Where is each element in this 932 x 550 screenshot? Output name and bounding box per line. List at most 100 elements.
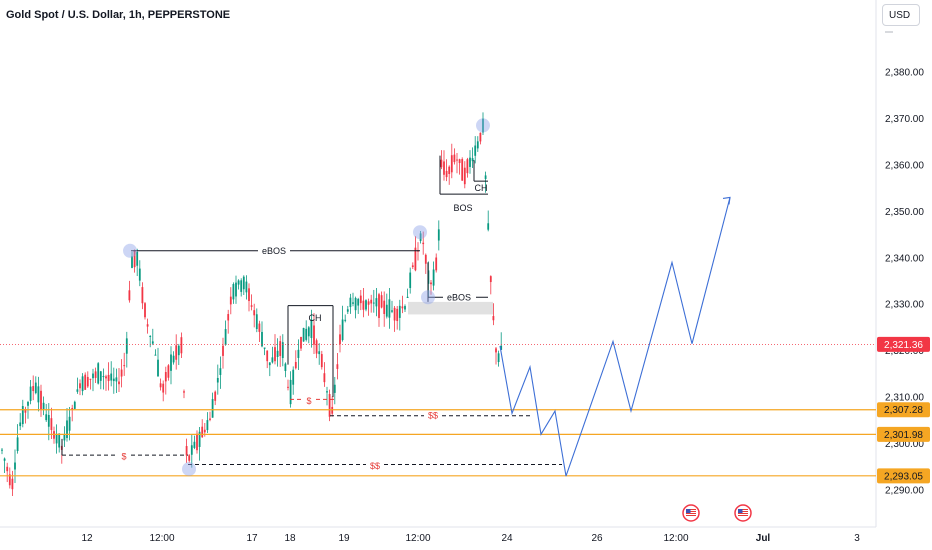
- candle-body: [107, 374, 110, 382]
- y-tick-label: 2,360.00: [885, 160, 924, 171]
- candle-body: [79, 383, 81, 389]
- candle-body: [185, 446, 188, 456]
- candle-body: [372, 302, 375, 304]
- candle-body: [209, 418, 211, 420]
- candlesticks: [1, 112, 503, 496]
- x-tick-label: Jul: [756, 533, 771, 544]
- x-tick-label: 12:00: [405, 533, 430, 544]
- candle-body: [118, 381, 120, 385]
- candle-body: [235, 282, 237, 297]
- candle-body: [73, 401, 76, 409]
- candle-body: [198, 431, 201, 447]
- candle-body: [183, 391, 185, 393]
- candle-body: [492, 316, 495, 321]
- candle-body: [440, 159, 443, 168]
- candle-body: [396, 308, 399, 321]
- candle-body: [424, 254, 427, 264]
- candle-body: [258, 323, 261, 332]
- candle-body: [172, 355, 175, 363]
- y-tick-label: 2,370.00: [885, 114, 924, 125]
- candle-body: [307, 327, 310, 337]
- candle-body: [14, 462, 16, 470]
- candle-body: [250, 305, 253, 307]
- candle-body: [279, 341, 282, 356]
- candle-body: [352, 302, 354, 304]
- candle-body: [237, 280, 240, 285]
- price-label-text: 2,321.36: [884, 340, 923, 351]
- candle-body: [380, 295, 383, 308]
- candle-body: [419, 233, 422, 241]
- candle-body: [227, 314, 230, 321]
- candle-body: [497, 353, 500, 363]
- candle-body: [276, 350, 279, 357]
- candle-body: [432, 269, 435, 286]
- support-levels[interactable]: [0, 409, 876, 477]
- candle-body: [190, 445, 193, 455]
- candle-body: [162, 383, 165, 393]
- candle-body: [133, 250, 136, 268]
- projection-path[interactable]: [499, 197, 731, 477]
- price-label-text: 2,293.05: [884, 471, 923, 482]
- candle-body: [196, 433, 198, 451]
- y-tick-label: 2,340.00: [885, 253, 924, 264]
- us-flag-event-icon[interactable]: [682, 504, 700, 522]
- candle-body: [175, 345, 178, 360]
- candle-body: [50, 418, 53, 431]
- candle-body: [232, 284, 235, 300]
- currency-selector[interactable]: USD: [882, 4, 920, 26]
- candle-body: [242, 276, 245, 290]
- candle-body: [219, 368, 222, 375]
- candle-body: [326, 391, 328, 393]
- candle-body: [456, 159, 458, 161]
- candle-body: [214, 391, 217, 401]
- time-axis[interactable]: 12 12:00 17 18 19 12:00 24 26 12:00 Jul 3: [81, 533, 860, 544]
- y-tick-label: 2,310.00: [885, 393, 924, 404]
- candle-body: [16, 437, 19, 452]
- candle-body: [357, 298, 360, 306]
- chart-title: Gold Spot / U.S. Dollar, 1h, PEPPERSTONE: [6, 9, 231, 21]
- us-flag-event-icon[interactable]: [734, 504, 752, 522]
- candle-body: [404, 306, 406, 310]
- candle-body: [193, 441, 196, 448]
- candle-body: [66, 420, 68, 438]
- candle-body: [58, 433, 61, 448]
- candle-body: [229, 296, 232, 305]
- candle-body: [401, 306, 404, 309]
- candle-body: [110, 373, 113, 381]
- annotation-label: eBOS: [447, 292, 471, 302]
- candle-body: [261, 331, 263, 347]
- candle-body: [305, 328, 308, 340]
- candle-body: [500, 345, 503, 350]
- x-tick-label: 12:00: [149, 533, 174, 544]
- candle-body: [170, 354, 172, 371]
- candle-body: [211, 399, 214, 418]
- y-tick-label: 2,330.00: [885, 300, 924, 311]
- swing-point-marker: [123, 243, 137, 258]
- candle-body: [99, 371, 102, 381]
- annotation-label: eBOS: [262, 246, 286, 256]
- candle-body: [313, 325, 315, 345]
- candle-body: [55, 433, 58, 444]
- candle-body: [339, 334, 341, 345]
- candle-body: [125, 338, 128, 354]
- candle-body: [323, 373, 326, 383]
- candle-body: [393, 307, 396, 321]
- candle-body: [289, 379, 292, 405]
- candle-body: [6, 466, 9, 472]
- x-tick-label: 24: [501, 533, 513, 544]
- annotation-label: $: [121, 452, 126, 462]
- candle-body: [463, 167, 466, 185]
- candle-body: [378, 294, 380, 318]
- annotation-label: CH: [475, 183, 488, 193]
- y-tick-label: 2,350.00: [885, 207, 924, 218]
- candle-body: [328, 394, 331, 417]
- candle-body: [489, 276, 492, 283]
- price-label-badge: [877, 426, 930, 442]
- candle-body: [495, 348, 497, 353]
- candle-body: [84, 374, 87, 390]
- x-tick-label: 18: [284, 533, 296, 544]
- candle-body: [3, 458, 6, 461]
